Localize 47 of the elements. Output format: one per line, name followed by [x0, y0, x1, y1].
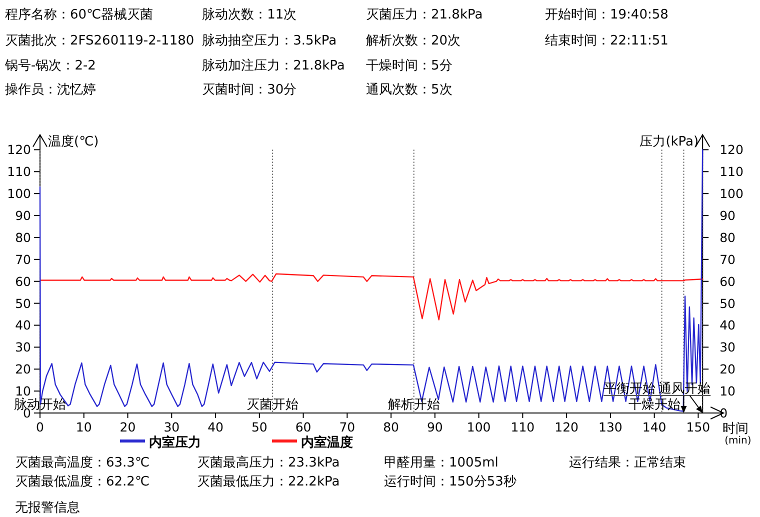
- x-tick-label: 150: [686, 420, 710, 434]
- legend-label: 内室温度: [301, 434, 353, 450]
- y2-tick-label: 60: [720, 274, 736, 289]
- y-tick-label: 120: [7, 142, 32, 158]
- y2-tick-label: 90: [720, 208, 736, 224]
- y2-tick-label: 50: [720, 296, 736, 311]
- y-tick-label: 30: [15, 340, 32, 355]
- y2-axis-title: 压力(kPa): [640, 134, 699, 150]
- y-tick-label: 40: [15, 318, 32, 333]
- y2-tick-label: 20: [720, 362, 736, 377]
- y-tick-label: 20: [15, 362, 32, 377]
- x-tick-label: 130: [598, 420, 622, 434]
- y-tick-label: 110: [7, 164, 32, 180]
- y-tick-label: 100: [7, 186, 32, 202]
- y2-tick-label: 80: [720, 230, 736, 245]
- y2-tick-label: 120: [720, 142, 744, 158]
- y-axis-title: 温度(℃): [48, 134, 99, 150]
- y-tick-label: 10: [15, 384, 32, 399]
- y2-tick-label: 30: [720, 340, 736, 355]
- x-tick-label: 90: [426, 420, 443, 434]
- x-tick-label: 0: [36, 420, 44, 434]
- x-tick-label: 10: [76, 420, 92, 434]
- y2-tick-label: 100: [720, 186, 744, 202]
- y-tick-label: 50: [15, 296, 32, 311]
- y2-tick-label: 70: [720, 252, 736, 267]
- y-tick-label: 60: [15, 274, 32, 289]
- y-tick-label: 90: [15, 208, 32, 224]
- x-tick-label: 140: [642, 420, 666, 434]
- y2-tick-label: 110: [720, 164, 744, 180]
- x-tick-label: 120: [554, 420, 579, 434]
- x-tick-label: 110: [510, 420, 535, 434]
- y2-tick-label: 40: [720, 318, 736, 333]
- x-tick-label: 60: [295, 420, 312, 434]
- y2-tick-label: 10: [720, 384, 736, 399]
- x-tick-label: 80: [383, 420, 400, 434]
- x-tick-label: 40: [208, 420, 224, 434]
- legend-label: 内室压力: [149, 434, 201, 450]
- x-tick-label: 20: [120, 420, 136, 434]
- ref-line-label: 解析开始: [388, 398, 440, 412]
- text: 无报警信息: [15, 500, 80, 516]
- y-tick-label: 80: [15, 230, 32, 245]
- x-tick-label: 30: [164, 420, 180, 434]
- x-tick-label: 100: [466, 420, 491, 434]
- x-tick-label: 50: [251, 420, 268, 434]
- y-tick-label: 70: [15, 252, 32, 267]
- x-tick-label: 70: [339, 420, 356, 434]
- ref-line-label: 灭菌开始: [246, 398, 299, 412]
